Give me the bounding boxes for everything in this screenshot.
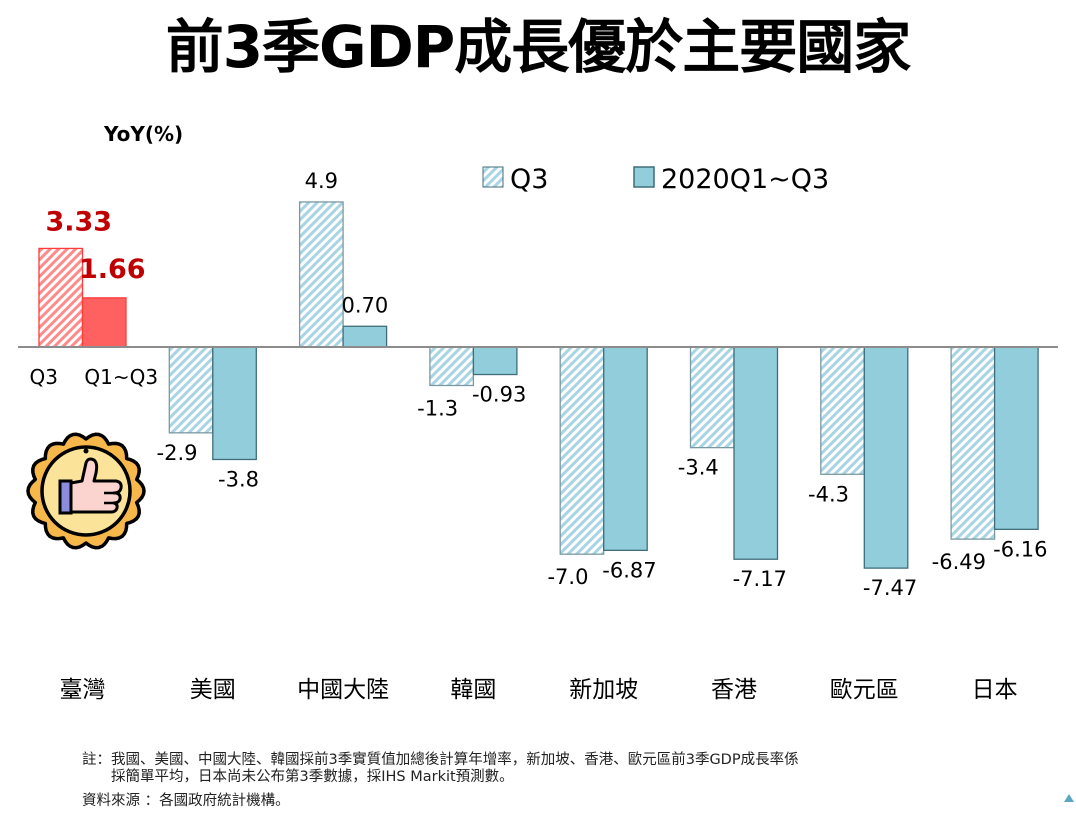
- bar-q3: [950, 346, 996, 540]
- source-note: 資料來源 ：各國政府統計機構。: [82, 793, 290, 809]
- thumbs-up-medal-icon: [26, 432, 146, 550]
- data-label: -4.3: [808, 482, 849, 506]
- legend-label-cumulative: 2020Q1~Q3: [661, 164, 829, 195]
- data-label: -7.17: [733, 567, 787, 591]
- bar-q3: [168, 346, 214, 434]
- category-label: 韓國: [450, 677, 496, 703]
- legend-swatch-q3: [482, 166, 504, 188]
- bar-cumulative: [342, 325, 388, 348]
- data-label: -6.16: [993, 537, 1047, 561]
- legend-label-q3: Q3: [510, 164, 548, 195]
- data-label: 1.66: [79, 254, 146, 285]
- category-label: 新加坡: [569, 677, 638, 703]
- bar-q3: [429, 346, 475, 387]
- bar-q3: [559, 346, 605, 555]
- data-label: -6.87: [602, 558, 656, 582]
- footnote-line-2: 採簡單平均，日本尚未公布第3季數據，採IHS Markit預測數。: [82, 769, 514, 785]
- legend-swatch-cumulative: [633, 166, 655, 188]
- category-label: 香港: [711, 677, 757, 703]
- bar-q3: [38, 247, 84, 348]
- page-title: 前3季GDP成長優於主要國家: [165, 13, 912, 81]
- category-label: 臺灣: [60, 677, 106, 703]
- bar-cumulative: [733, 346, 779, 560]
- category-label: 中國大陸: [297, 677, 389, 703]
- bar-sublabel: Q3: [30, 365, 58, 389]
- category-label: 美國: [190, 677, 236, 703]
- category-label: 歐元區: [830, 677, 899, 703]
- y-axis-label: YoY(%): [103, 122, 183, 146]
- data-label: 3.33: [45, 206, 112, 237]
- bar-sublabel: Q1~Q3: [84, 365, 158, 389]
- bar-q3: [820, 346, 865, 475]
- data-label: -7.47: [863, 576, 917, 600]
- triangle-icon: [1064, 794, 1074, 802]
- bar-cumulative: [863, 346, 909, 569]
- bar-cumulative: [603, 346, 648, 552]
- category-label: 日本: [972, 677, 1018, 703]
- bar-cumulative: [212, 346, 257, 461]
- legend: Q3 2020Q1~Q3: [482, 164, 829, 195]
- data-label: -2.9: [157, 441, 198, 465]
- bar-cumulative: [472, 346, 518, 376]
- data-label: -3.8: [218, 467, 259, 491]
- data-label: 4.9: [305, 169, 338, 193]
- data-label: -6.49: [932, 550, 986, 574]
- bar-q3: [689, 346, 735, 449]
- data-label: -3.4: [678, 456, 719, 480]
- data-label: -0.93: [472, 383, 526, 407]
- bar-q3: [298, 201, 344, 348]
- data-label: -7.0: [547, 565, 588, 589]
- footnote-line-1: 註：我國、美國、中國大陸、韓國採前3季實質值加總後計算年增率，新加坡、香港、歐元…: [82, 752, 799, 768]
- bar-cumulative: [81, 297, 127, 348]
- data-label: -1.3: [417, 396, 458, 420]
- data-label: 0.70: [341, 293, 388, 317]
- bar-cumulative: [993, 346, 1039, 530]
